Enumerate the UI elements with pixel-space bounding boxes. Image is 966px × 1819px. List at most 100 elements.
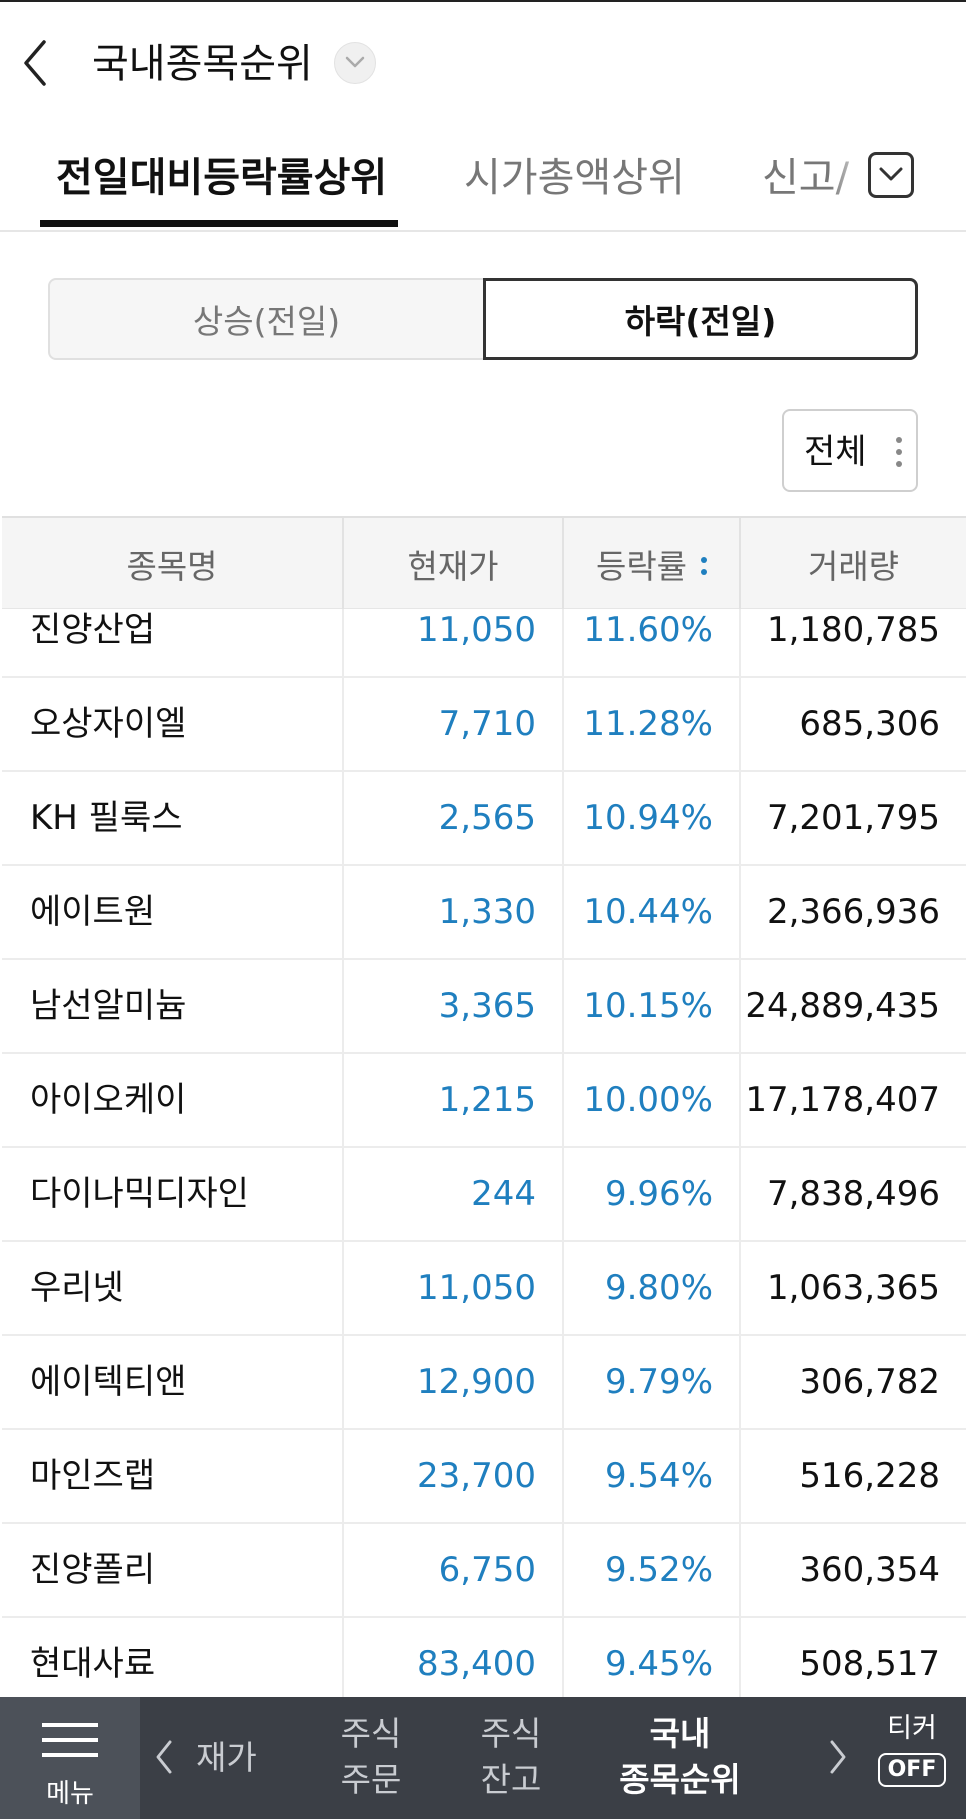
stock-price: 11,050 [344,609,564,676]
ticker-state-badge: OFF [877,1753,947,1787]
ticker-toggle[interactable]: 티커 OFF [872,1711,952,1787]
table-header: 종목명 현재가 등락률 거래량 [2,516,966,610]
stock-volume: 508,517 [799,1644,940,1684]
chevron-left-icon [24,40,46,86]
nav-prev-button[interactable] [154,1739,174,1779]
hamburger-menu-icon [42,1723,98,1757]
ticker-label: 티커 [887,1713,937,1744]
app-header: 국내종목순위 [0,2,966,120]
table-row[interactable]: 다이나믹디자인 244 9.96% 7,838,496 [2,1148,966,1242]
chevron-right-icon [830,1740,846,1774]
table-row[interactable]: 진양산업 11,050 11.60% 1,180,785 [2,609,966,678]
table-row[interactable]: 진양폴리 6,750 9.52% 360,354 [2,1524,966,1618]
stock-change-rate: 10.00% [564,1054,741,1146]
column-header-rate-label: 등락률 [595,547,688,586]
stock-volume: 1,063,365 [766,1268,940,1308]
stock-name: 에이텍티앤 [2,1336,344,1428]
stock-price: 244 [344,1148,564,1240]
filter-label: 전체 [804,432,867,472]
table-row[interactable]: 에이트원 1,330 10.44% 2,366,936 [2,866,966,960]
stock-price: 3,365 [344,960,564,1052]
column-header-price[interactable]: 현재가 [344,518,564,610]
chevron-left-icon [156,1740,172,1774]
menu-label: 메뉴 [46,1779,94,1809]
stock-price: 23,700 [344,1430,564,1522]
stock-price: 12,900 [344,1336,564,1428]
column-header-rate[interactable]: 등락률 [564,518,741,610]
market-filter-button[interactable]: 전체 [782,409,918,492]
stock-change-rate: 9.79% [564,1336,741,1428]
stock-volume: 685,306 [799,704,940,744]
tab-fade [830,140,870,210]
table-row[interactable]: 남선알미늄 3,365 10.15% 24,889,435 [2,960,966,1054]
stock-price: 83,400 [344,1618,564,1697]
stock-change-rate: 9.96% [564,1148,741,1240]
stock-volume: 1,180,785 [766,610,940,650]
stock-volume: 516,228 [799,1456,940,1496]
stock-volume: 306,782 [799,1362,940,1402]
table-row[interactable]: 아이오케이 1,215 10.00% 17,178,407 [2,1054,966,1148]
table-row[interactable]: 에이텍티앤 12,900 9.79% 306,782 [2,1336,966,1430]
title-dropdown-button[interactable] [334,42,376,84]
page-title: 국내종목순위 [92,41,313,87]
table-row[interactable]: 현대사료 83,400 9.45% 508,517 [2,1618,966,1697]
nav-item-domestic-ranking[interactable]: 국내 종목순위 [619,1714,741,1799]
stock-price: 11,050 [344,1242,564,1334]
stock-price: 1,330 [344,866,564,958]
stock-name: 우리넷 [2,1242,344,1334]
table-row[interactable]: 마인즈랩 23,700 9.54% 516,228 [2,1430,966,1524]
stock-name: 현대사료 [2,1618,344,1697]
stock-price: 7,710 [344,678,564,770]
column-header-name[interactable]: 종목명 [2,518,344,610]
tab-market-cap-top[interactable]: 시가총액상위 [464,155,685,201]
stock-change-rate: 10.15% [564,960,741,1052]
status-top-line [0,0,966,2]
stock-change-rate: 9.54% [564,1430,741,1522]
stock-change-rate: 9.45% [564,1618,741,1697]
stock-name: KH 필룩스 [2,772,344,864]
nav-item-stock-balance[interactable]: 주식 잔고 [480,1714,542,1799]
nav-next-button[interactable] [828,1739,848,1779]
menu-button[interactable]: 메뉴 [0,1697,140,1819]
stock-change-rate: 9.80% [564,1242,741,1334]
stock-volume: 7,201,795 [766,798,940,838]
sort-kebab-icon [701,557,708,575]
bottom-navigation-bar: 메뉴 재가 주식 주문 주식 잔고 국내 종목순위 티커 OFF [0,1697,966,1819]
stock-name: 마인즈랩 [2,1430,344,1522]
stock-name: 진양산업 [2,609,344,676]
table-row[interactable]: KH 필룩스 2,565 10.94% 7,201,795 [2,772,966,866]
nav-item-current-price[interactable]: 재가 [196,1738,257,1777]
table-row[interactable]: 우리넷 11,050 9.80% 1,063,365 [2,1242,966,1336]
tab-change-rate-top[interactable]: 전일대비등락률상위 [56,155,388,201]
stock-volume: 17,178,407 [745,1080,940,1120]
stock-name: 진양폴리 [2,1524,344,1616]
stock-change-rate: 10.94% [564,772,741,864]
nav-item-stock-order[interactable]: 주식 주문 [340,1714,402,1799]
stock-change-rate: 10.44% [564,866,741,958]
back-button[interactable] [20,38,60,88]
stock-name: 오상자이엘 [2,678,344,770]
stock-ranking-list[interactable]: 진양산업 11,050 11.60% 1,180,785 오상자이엘 7,710… [2,609,966,1697]
column-header-volume[interactable]: 거래량 [807,547,900,586]
stock-volume: 7,838,496 [766,1174,940,1214]
stock-change-rate: 11.28% [564,678,741,770]
stock-price: 1,215 [344,1054,564,1146]
kebab-icon [896,437,902,473]
rise-segment-button[interactable]: 상승(전일) [48,278,485,360]
stock-change-rate: 9.52% [564,1524,741,1616]
stock-price: 6,750 [344,1524,564,1616]
fall-segment-button[interactable]: 하락(전일) [483,278,918,360]
stock-name: 다이나믹디자인 [2,1148,344,1240]
stock-price: 2,565 [344,772,564,864]
stock-volume: 2,366,936 [766,892,940,932]
chevron-down-icon [345,56,365,68]
chevron-down-icon [879,167,903,181]
tab-more-button[interactable] [868,152,914,198]
table-row[interactable]: 오상자이엘 7,710 11.28% 685,306 [2,678,966,772]
stock-volume: 360,354 [799,1550,940,1590]
active-tab-indicator [40,220,398,227]
stock-name: 아이오케이 [2,1054,344,1146]
stock-name: 에이트원 [2,866,344,958]
stock-volume: 24,889,435 [745,986,940,1026]
stock-change-rate: 11.60% [564,609,741,676]
